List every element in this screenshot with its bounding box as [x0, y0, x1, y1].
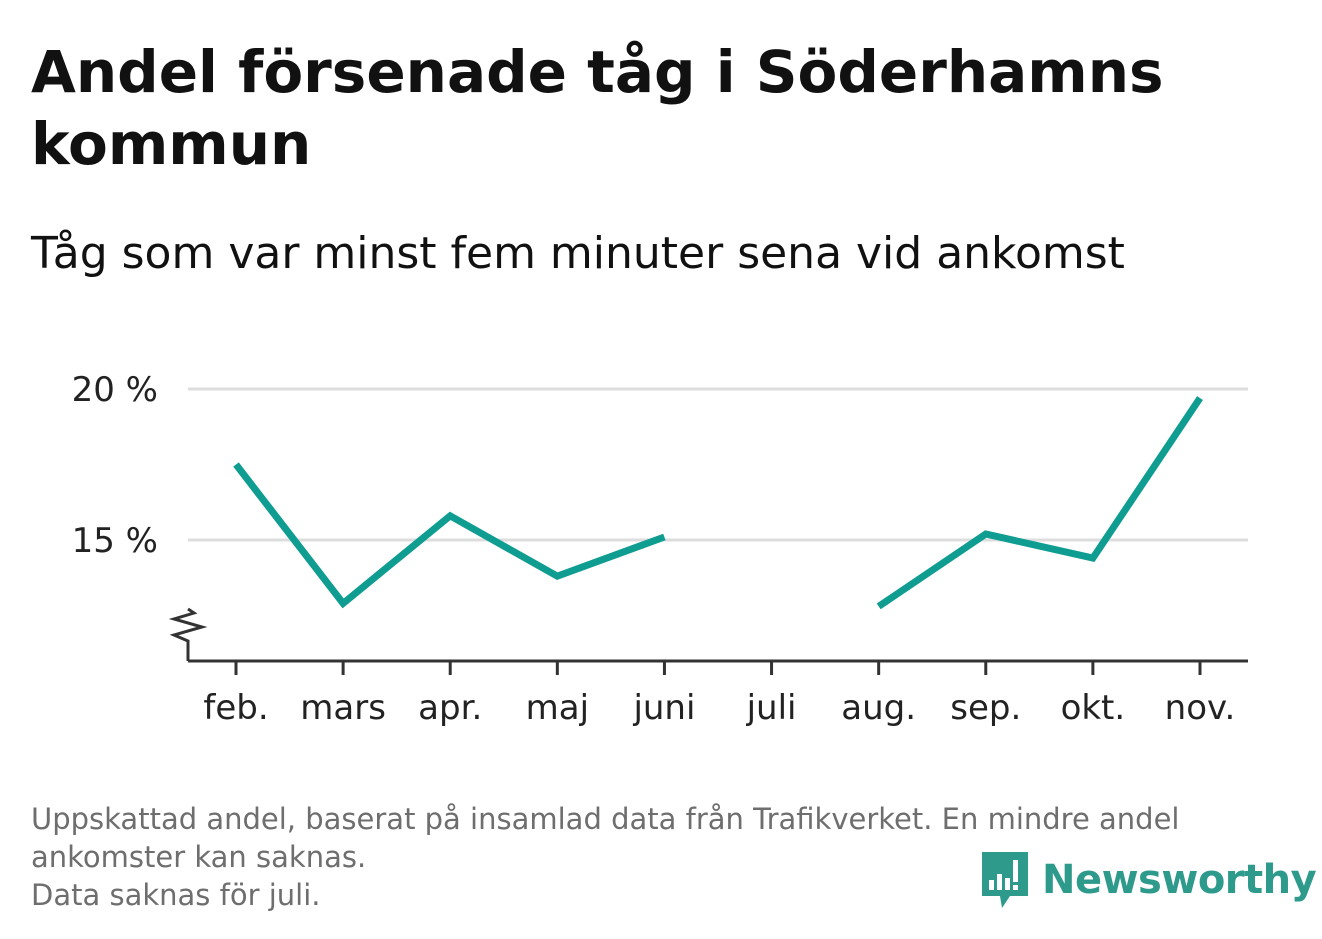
y-tick-labels: 15 % 20 %: [72, 370, 158, 561]
x-tick-label-1: mars: [300, 688, 386, 728]
x-axis: [168, 607, 1248, 675]
x-tick-label-5: juli: [746, 688, 797, 728]
newsworthy-logo: Newsworthy: [980, 850, 1317, 910]
x-tick-labels: feb. mars apr. maj juni juli aug. sep. okt. nov.: [203, 688, 1235, 728]
logo-text: Newsworthy: [1042, 857, 1317, 903]
x-tick-label-3: maj: [526, 688, 589, 728]
x-tick-label-7: sep.: [950, 688, 1021, 728]
y-tick-label-15: 15 %: [72, 521, 158, 561]
footnote-line-3: Data saknas för juli.: [31, 878, 321, 912]
newsworthy-logo-icon: [982, 852, 1028, 908]
series-0-segment-0: [233, 462, 666, 609]
footnote-line-1: Uppskattad andel, baserat på insamlad da…: [31, 802, 1180, 836]
footnote: Uppskattad andel, baserat på insamlad da…: [31, 800, 1291, 914]
x-tick-label-9: nov.: [1165, 688, 1236, 728]
x-tick-label-2: apr.: [418, 688, 482, 728]
x-tick-label-4: juni: [632, 688, 695, 728]
y-axis-break: [168, 607, 208, 651]
x-tick-label-8: okt.: [1061, 688, 1126, 728]
line-chart: 15 % 20 % feb. mars apr. maj juni juli aug. sep.…: [72, 370, 1248, 728]
series-lines: [233, 396, 1203, 610]
series-0-segment-1: [876, 396, 1203, 610]
chart-title: Andel försenade tåg i Söderhamns kommun: [31, 38, 1164, 178]
footnote-line-2: ankomster kan saknas.: [31, 840, 367, 874]
x-tick-label-0: feb.: [203, 688, 268, 728]
chart-subtitle: Tåg som var minst fem minuter sena vid a…: [31, 228, 1125, 279]
grid-lines: [188, 387, 1248, 542]
y-tick-label-20: 20 %: [72, 370, 158, 410]
x-tick-label-6: aug.: [841, 688, 916, 728]
